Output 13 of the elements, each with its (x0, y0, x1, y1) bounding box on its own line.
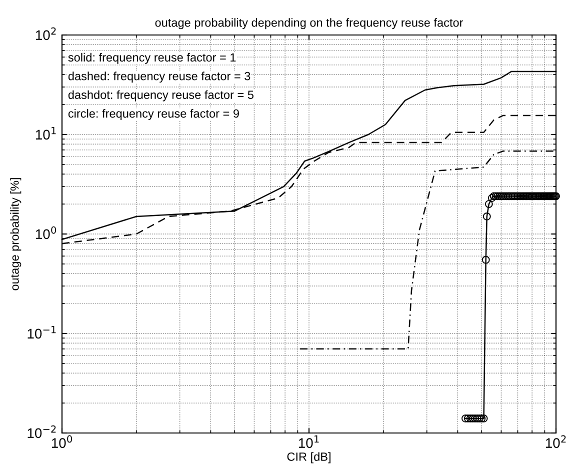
y-axis-title: outage probability [%] (10, 178, 22, 290)
annotation: solid: frequency reuse factor = 1 (68, 52, 236, 64)
chart-title: outage probability depending on the frequency reuse factor (155, 18, 464, 30)
x-tick-label: 10$^{1}$ (298, 435, 319, 448)
y-tick-label: 10$^{0}$ (36, 226, 56, 240)
annotation: dashdot: frequency reuse factor = 5 (68, 90, 254, 102)
annotation: circle: frequency reuse factor = 9 (68, 109, 239, 120)
y-tick-label: 10$^{2}$ (36, 27, 56, 40)
annotation: dashed: frequency reuse factor = 3 (68, 72, 250, 83)
y-tick-label: 10$^{−1}$ (28, 326, 56, 339)
x-tick-label: 10$^{2}$ (546, 435, 566, 448)
y-tick-label: 10$^{1}$ (36, 127, 56, 140)
x-axis-title: CIR [dB] (287, 452, 330, 464)
